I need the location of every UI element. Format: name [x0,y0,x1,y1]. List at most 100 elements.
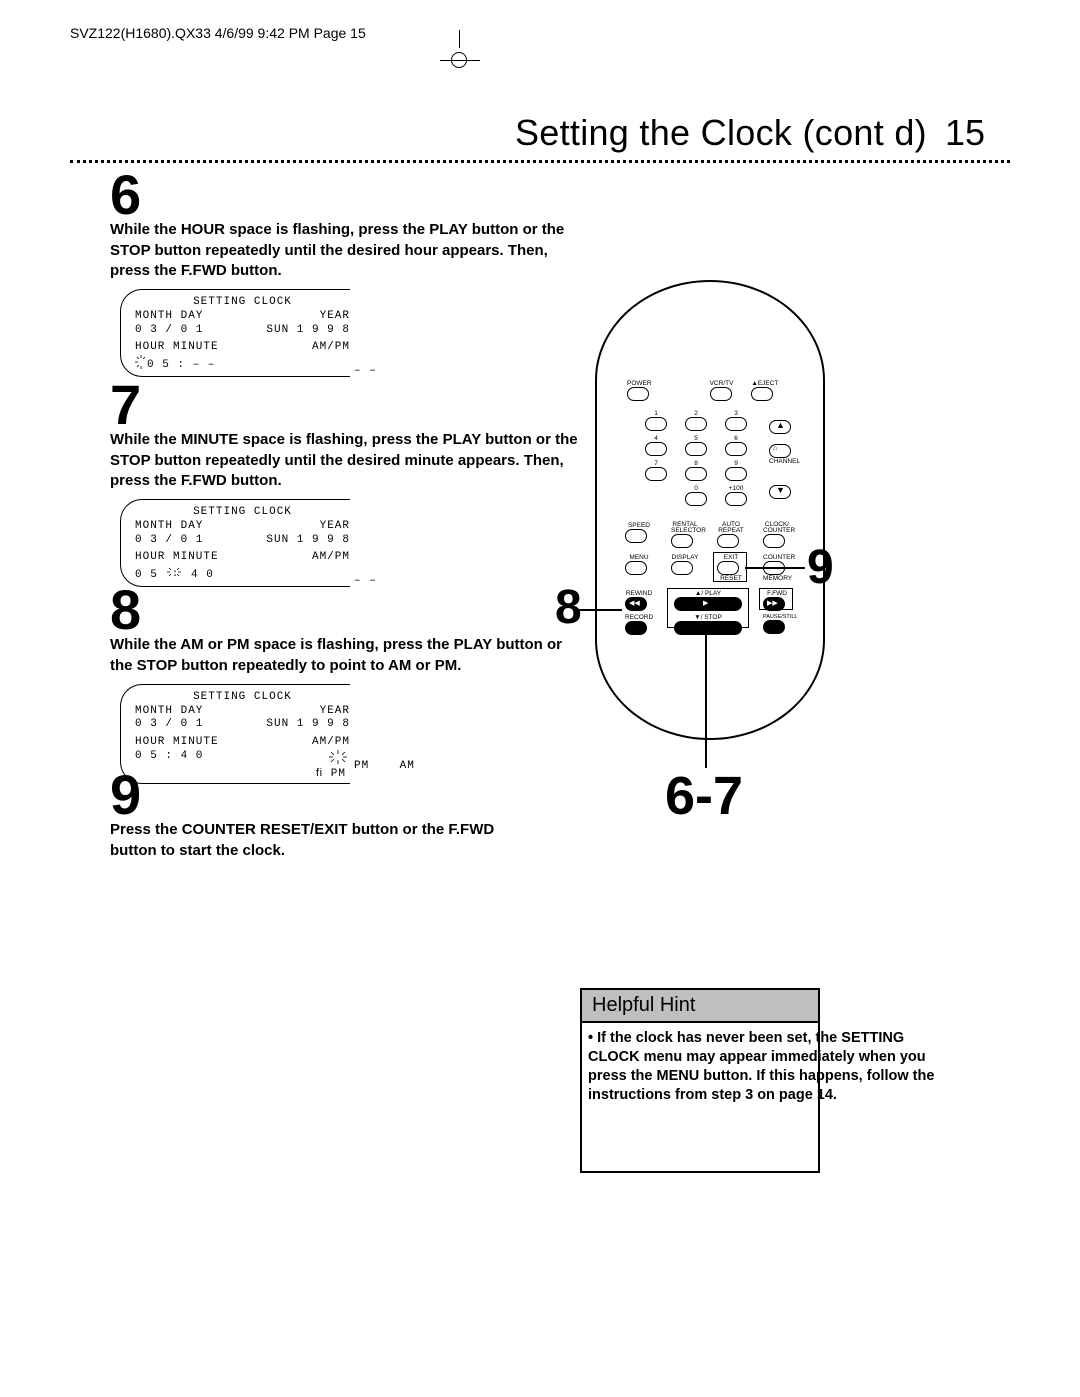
osd-ext: PM AM [350,685,415,780]
step-number: 6 [110,170,580,220]
osd: HOUR MINUTE [135,736,219,750]
remote-label: VCR/TV [710,380,734,387]
ffwd-button: ▶▶ [763,597,785,611]
title-divider [70,160,1010,163]
digit-button [685,467,707,481]
remote-label: 6 [725,435,747,442]
step-text: While the MINUTE space is flashing, pres… [110,430,580,491]
step-6: 6 While the HOUR space is flashing, pres… [110,170,580,377]
remote-label: 7 [645,460,667,467]
digit-button [685,442,707,456]
digit-button [645,442,667,456]
exit-highlight [713,552,747,582]
osd: HOUR MINUTE [135,341,219,355]
step-9: 9 Press the COUNTER RESET/EXIT button or… [110,770,580,861]
digit-button [685,492,707,506]
power-button [627,387,649,401]
digit-button [725,417,747,431]
osd: AM/PM [312,551,350,565]
display-button [671,561,693,575]
remote-diagram: POWER VCR/TV ▲EJECT 1 2 3 4 5 6 7 8 9 [595,280,855,790]
remote-label: 4 [645,435,667,442]
step-text: Press the COUNTER RESET/EXIT button or t… [110,820,540,861]
remote-body: POWER VCR/TV ▲EJECT 1 2 3 4 5 6 7 8 9 [595,280,825,740]
menu-button [625,561,647,575]
remote-label: CHANNEL [769,458,800,465]
osd: YEAR [320,310,350,324]
remote-label: 5 [685,435,707,442]
remote-label: RECORD [625,614,653,621]
vcrtv-button [710,387,732,401]
osd: MONTH DAY [135,705,203,719]
osd: MONTH DAY [135,310,203,324]
remote-label: MEMORY [763,575,791,582]
svg-text::: : [172,569,179,579]
osd: MONTH DAY [135,520,203,534]
remote-label: COUNTER [763,554,791,561]
rental-button [671,534,693,548]
page-title: Setting the Clock (cont d) [515,112,927,154]
stop-button [674,621,742,635]
print-header: SVZ122(H1680).QX33 4/6/99 9:42 PM Page 1… [70,25,366,41]
remote-label: ▲EJECT [751,380,778,387]
remote-label: 8 [685,460,707,467]
osd [326,750,350,768]
page-title-row: Setting the Clock (cont d) 15 [515,112,985,154]
remote-label: POWER [627,380,652,387]
osd: 0 3 / 0 1 [135,324,203,338]
callout-line [577,609,622,611]
osd: 0 3 / 0 1 [135,718,203,732]
osd: YEAR [320,705,350,719]
digit-button [645,467,667,481]
osd: 0 5 : 4 0 [135,565,214,583]
digit-button [645,417,667,431]
osd: AM/PM [312,736,350,750]
osd-title: SETTING CLOCK [135,296,350,310]
osd-screen: SETTING CLOCK MONTH DAYYEAR 0 3 / 0 1SUN… [120,499,350,587]
channel-up-button: ▲ [769,420,791,434]
eject-button [751,387,773,401]
osd-title: SETTING CLOCK [135,506,350,520]
digit-button [725,467,747,481]
hint-header: Helpful Hint [582,990,818,1023]
callout-9: 9 [807,540,834,595]
osd: 0 3 / 0 1 [135,534,203,548]
osd-screen: SETTING CLOCK MONTH DAYYEAR 0 3 / 0 1SUN… [120,289,350,377]
digit-button [725,442,747,456]
osd: YEAR [320,520,350,534]
play-button: ▶ [674,597,742,611]
step-number: 9 [110,770,580,820]
clock-button [763,534,785,548]
remote-label: DISPLAY [671,554,699,561]
step-number: 7 [110,380,580,430]
osd-screen: SETTING CLOCK MONTH DAYYEAR 0 3 / 0 1SUN… [120,684,350,784]
callout-6-7: 6-7 [665,765,743,827]
remote-label: PAUSE/STILL [763,614,791,620]
pause-button [763,620,785,634]
digit-button [685,417,707,431]
remote-label: 1 [645,410,667,417]
remote-label: +100 [725,485,747,492]
step-8: 8 While the AM or PM space is flashing, … [110,585,580,784]
remote-label: ▼/ STOP [671,614,745,621]
osd: AM/PM [312,341,350,355]
channel-button: ⌂ [769,444,791,458]
speed-button [625,529,647,543]
remote-label: MENU [625,554,653,561]
remote-label: REWIND [625,590,653,597]
step-text: While the AM or PM space is flashing, pr… [110,635,580,676]
remote-label: AUTO REPEAT [717,522,745,534]
auto-button [717,534,739,548]
callout-line [745,567,805,569]
osd-ext: – – [350,500,377,595]
digit-button [725,492,747,506]
remote-label: CLOCK/ COUNTER [763,522,791,534]
remote-label: 0 [685,485,707,492]
remote-label: 3 [725,410,747,417]
step-number: 8 [110,585,580,635]
remote-label: SPEED [625,522,653,529]
osd-title: SETTING CLOCK [135,691,350,705]
hint-body: • If the clock has never been set, the S… [580,1023,950,1116]
page-number: 15 [945,112,985,154]
callout-8: 8 [555,580,582,635]
